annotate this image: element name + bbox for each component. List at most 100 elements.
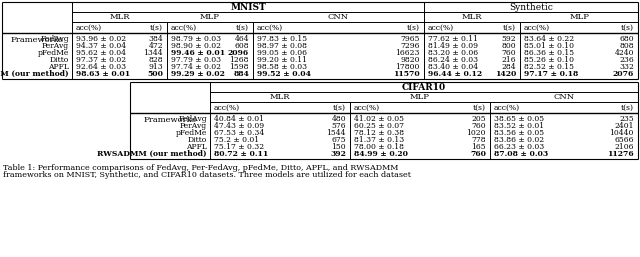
Text: 83.52 ± 0.01: 83.52 ± 0.01 <box>494 122 544 130</box>
Text: 17800: 17800 <box>396 63 420 71</box>
Text: 500: 500 <box>147 70 163 78</box>
Text: acc(%): acc(%) <box>494 104 520 112</box>
Text: 150: 150 <box>332 143 346 151</box>
Text: 92.64 ± 0.03: 92.64 ± 0.03 <box>76 63 126 71</box>
Text: 7965: 7965 <box>401 35 420 43</box>
Text: 83.40 ± 0.04: 83.40 ± 0.04 <box>428 63 478 71</box>
Text: 236: 236 <box>620 56 634 64</box>
Text: 9820: 9820 <box>401 56 420 64</box>
Text: 66.23 ± 0.03: 66.23 ± 0.03 <box>494 143 544 151</box>
Text: 165: 165 <box>472 143 486 151</box>
Text: 78.00 ± 0.18: 78.00 ± 0.18 <box>354 143 404 151</box>
Text: 680: 680 <box>620 35 634 43</box>
Text: 99.05 ± 0.06: 99.05 ± 0.06 <box>257 49 307 57</box>
Text: 78.12 ± 0.38: 78.12 ± 0.38 <box>354 129 404 137</box>
Text: 98.63 ± 0.01: 98.63 ± 0.01 <box>76 70 130 78</box>
Text: 6566: 6566 <box>614 136 634 144</box>
Text: MLR: MLR <box>269 93 291 101</box>
Text: 98.58 ± 0.03: 98.58 ± 0.03 <box>257 63 307 71</box>
Text: PerAvg: PerAvg <box>180 122 207 130</box>
Text: CIFAR10: CIFAR10 <box>402 82 446 91</box>
Text: 11276: 11276 <box>607 150 634 158</box>
Text: APFL: APFL <box>48 63 69 71</box>
Text: 75.17 ± 0.32: 75.17 ± 0.32 <box>214 143 264 151</box>
Text: 99.20 ± 0.11: 99.20 ± 0.11 <box>257 56 307 64</box>
Text: 1544: 1544 <box>326 129 346 137</box>
Text: acc(%): acc(%) <box>524 24 550 32</box>
Text: 81.49 ± 0.09: 81.49 ± 0.09 <box>428 42 478 50</box>
Text: 284: 284 <box>501 63 516 71</box>
Text: 41.02 ± 0.05: 41.02 ± 0.05 <box>354 115 404 123</box>
Text: 760: 760 <box>501 49 516 57</box>
Text: MLP: MLP <box>200 13 220 21</box>
Text: MLR: MLR <box>461 13 483 21</box>
Text: RWSADMM (our method): RWSADMM (our method) <box>0 70 69 78</box>
Text: 2096: 2096 <box>228 49 249 57</box>
Text: 472: 472 <box>148 42 163 50</box>
Text: 1344: 1344 <box>143 49 163 57</box>
Text: Frameworks: Frameworks <box>10 36 63 44</box>
Text: t(s): t(s) <box>407 24 420 32</box>
Text: 38.65 ± 0.05: 38.65 ± 0.05 <box>494 115 544 123</box>
Text: 760: 760 <box>472 122 486 130</box>
Text: FedAvg: FedAvg <box>179 115 207 123</box>
Text: 98.97 ± 0.08: 98.97 ± 0.08 <box>257 42 307 50</box>
Text: 2076: 2076 <box>612 70 634 78</box>
Text: 94.37 ± 0.04: 94.37 ± 0.04 <box>76 42 126 50</box>
Text: CNN: CNN <box>328 13 349 21</box>
Text: 216: 216 <box>501 56 516 64</box>
Text: 98.90 ± 0.02: 98.90 ± 0.02 <box>171 42 221 50</box>
Text: 87.08 ± 0.03: 87.08 ± 0.03 <box>494 150 548 158</box>
Text: 384: 384 <box>148 35 163 43</box>
Text: 86.24 ± 0.03: 86.24 ± 0.03 <box>428 56 478 64</box>
Text: 95.62 ± 0.04: 95.62 ± 0.04 <box>76 49 126 57</box>
Text: 760: 760 <box>470 150 486 158</box>
Text: Ditto: Ditto <box>188 136 207 144</box>
Text: 4240: 4240 <box>614 49 634 57</box>
Text: Synthetic: Synthetic <box>509 3 553 12</box>
Text: 67.53 ± 0.34: 67.53 ± 0.34 <box>214 129 264 137</box>
Text: MNIST: MNIST <box>230 3 266 12</box>
Text: 7296: 7296 <box>401 42 420 50</box>
Text: 778: 778 <box>472 136 486 144</box>
Text: t(s): t(s) <box>333 104 346 112</box>
Text: 80.72 ± 0.11: 80.72 ± 0.11 <box>214 150 268 158</box>
Text: 83.86 ± 0.02: 83.86 ± 0.02 <box>494 136 544 144</box>
Text: acc(%): acc(%) <box>354 104 380 112</box>
Text: 86.36 ± 0.15: 86.36 ± 0.15 <box>524 49 574 57</box>
Text: PerAvg: PerAvg <box>42 42 69 50</box>
Text: CNN: CNN <box>554 93 575 101</box>
Text: Ditto: Ditto <box>50 56 69 64</box>
Text: 10440: 10440 <box>610 129 634 137</box>
Text: 608: 608 <box>234 42 249 50</box>
Text: 99.46 ± 0.01: 99.46 ± 0.01 <box>171 49 225 57</box>
Text: 93.96 ± 0.02: 93.96 ± 0.02 <box>76 35 126 43</box>
Text: frameworks on MNIST, Synthetic, and CIFAR10 datasets. Three models are utilized : frameworks on MNIST, Synthetic, and CIFA… <box>3 171 411 179</box>
Text: 913: 913 <box>148 63 163 71</box>
Text: 83.56 ± 0.05: 83.56 ± 0.05 <box>494 129 544 137</box>
Text: 97.17 ± 0.18: 97.17 ± 0.18 <box>524 70 579 78</box>
Text: acc(%): acc(%) <box>171 24 197 32</box>
Text: 96.44 ± 0.12: 96.44 ± 0.12 <box>428 70 482 78</box>
Text: 75.2 ± 0.01: 75.2 ± 0.01 <box>214 136 259 144</box>
Text: pFedMe: pFedMe <box>38 49 69 57</box>
Text: MLP: MLP <box>410 93 430 101</box>
Text: pFedMe: pFedMe <box>175 129 207 137</box>
Text: 332: 332 <box>619 63 634 71</box>
Text: 97.79 ± 0.03: 97.79 ± 0.03 <box>171 56 221 64</box>
Text: 85.26 ± 0.10: 85.26 ± 0.10 <box>524 56 574 64</box>
Text: t(s): t(s) <box>236 24 249 32</box>
Text: 800: 800 <box>501 42 516 50</box>
Text: 97.37 ± 0.02: 97.37 ± 0.02 <box>76 56 126 64</box>
Text: acc(%): acc(%) <box>214 104 240 112</box>
Text: 235: 235 <box>620 115 634 123</box>
Text: 98.79 ± 0.03: 98.79 ± 0.03 <box>171 35 221 43</box>
Text: 99.52 ± 0.04: 99.52 ± 0.04 <box>257 70 311 78</box>
Text: 85.01 ± 0.10: 85.01 ± 0.10 <box>524 42 574 50</box>
Text: 82.52 ± 0.15: 82.52 ± 0.15 <box>524 63 574 71</box>
Text: 808: 808 <box>620 42 634 50</box>
Text: 2106: 2106 <box>614 143 634 151</box>
Text: 40.84 ± 0.01: 40.84 ± 0.01 <box>214 115 264 123</box>
Text: acc(%): acc(%) <box>76 24 102 32</box>
Text: t(s): t(s) <box>503 24 516 32</box>
